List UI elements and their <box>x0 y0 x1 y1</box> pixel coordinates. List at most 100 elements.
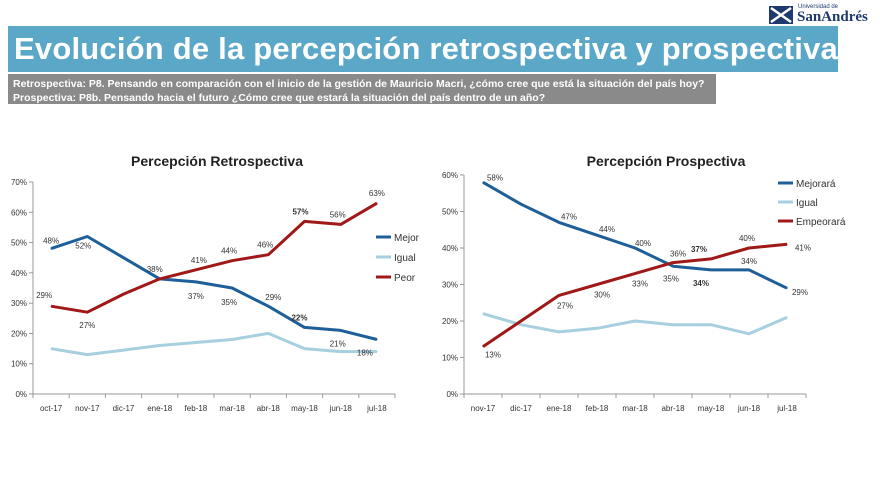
data-point <box>520 320 522 322</box>
data-label: 37% <box>188 292 204 301</box>
data-label: 29% <box>36 291 52 300</box>
legend-label-igual: Igual <box>796 198 818 209</box>
x-tick-label: may-18 <box>698 404 725 413</box>
data-label: 37% <box>691 245 707 254</box>
data-point <box>231 287 233 289</box>
data-point <box>786 316 788 318</box>
y-tick-label: 0% <box>446 390 458 399</box>
data-point <box>231 338 233 341</box>
legend-label-peor: Peor <box>394 273 416 284</box>
x-tick-label: feb-18 <box>586 404 609 413</box>
prospective-chart: Percepción Prospectiva 0% 10% 20% 30% 40% 50%… <box>442 153 846 413</box>
series-line-2 <box>50 201 378 314</box>
data-point <box>596 327 598 329</box>
series-line-1 <box>50 331 377 357</box>
legend-label-igual: Igual <box>394 253 416 264</box>
data-label: 33% <box>632 280 648 289</box>
y-tick-label: 10% <box>442 354 458 363</box>
data-point <box>340 351 342 353</box>
logo-name: SanAndrés <box>797 9 868 25</box>
data-point <box>195 269 197 271</box>
legend: Mejor Igual Peor <box>376 233 420 284</box>
data-point <box>710 258 712 260</box>
page-title: Evolución de la percepción retrospectiva… <box>14 31 838 66</box>
x-tick-label: jun-18 <box>737 404 761 413</box>
data-point <box>231 260 233 262</box>
series-line-0 <box>50 235 378 341</box>
data-point <box>558 221 560 224</box>
data-point <box>520 203 522 205</box>
y-tick-label: 40% <box>442 244 458 253</box>
x-tick-label: jun-18 <box>329 404 353 413</box>
y-tick-label: 60% <box>442 171 458 180</box>
x-tick-label: mar-18 <box>622 404 648 413</box>
data-point <box>786 287 788 289</box>
y-tick-label: 50% <box>442 208 458 217</box>
data-point <box>195 341 197 344</box>
data-label: 29% <box>792 288 808 297</box>
x-tick-label: feb-18 <box>185 404 208 413</box>
data-point <box>159 278 161 280</box>
data-point <box>634 320 636 322</box>
y-tick-label: 30% <box>11 299 27 308</box>
data-label: 41% <box>191 256 207 265</box>
data-point <box>86 354 88 356</box>
data-point <box>303 347 306 350</box>
data-label: 38% <box>147 265 163 274</box>
data-point <box>195 281 197 283</box>
chart-title: Percepción Retrospectiva <box>131 153 303 169</box>
data-label: 35% <box>663 274 679 283</box>
data-label: 27% <box>79 321 95 330</box>
data-point <box>672 324 674 326</box>
x-tick-label: ene-18 <box>547 404 572 413</box>
data-label: 48% <box>43 237 59 246</box>
data-label: 27% <box>557 301 573 310</box>
data-point <box>86 311 88 313</box>
university-logo: Universidad de SanAndrés <box>768 4 876 26</box>
x-tick-label: may-18 <box>291 404 318 413</box>
data-point <box>710 324 712 326</box>
data-point <box>596 234 598 236</box>
y-tick-label: 50% <box>11 239 27 248</box>
data-point <box>122 257 125 259</box>
data-label: 56% <box>330 210 346 219</box>
retrospective-chart: Percepción Retrospectiva 0% 10% 20% 30% 40% 5… <box>11 153 420 413</box>
x-tick-label: dic-17 <box>510 404 532 413</box>
legend-label-mejor: Mejor <box>394 233 420 244</box>
y-tick-label: 20% <box>442 317 458 326</box>
x-tick-label: nov-17 <box>471 404 496 413</box>
x-tick-label: jul-18 <box>366 404 387 413</box>
data-label: 29% <box>265 293 281 302</box>
data-point <box>303 220 306 222</box>
data-point <box>710 269 712 271</box>
chart-title: Percepción Prospectiva <box>587 153 746 169</box>
data-label: 47% <box>561 212 577 221</box>
data-point <box>482 313 484 315</box>
data-label: 44% <box>221 247 237 256</box>
data-label: 35% <box>221 298 237 307</box>
data-point <box>267 332 269 335</box>
y-tick-label: 30% <box>442 281 458 290</box>
y-tick-label: 70% <box>11 178 27 187</box>
data-point <box>482 181 484 183</box>
plot-layer: 0% 10% 20% 30% 40% 50% 60% 70% oct-17 nov-17 dic-1… <box>11 178 396 413</box>
x-tick-label: jul-18 <box>776 404 797 413</box>
legend-label-empeorara: Empeorará <box>796 217 846 228</box>
x-tick-label: abr-18 <box>257 404 281 413</box>
data-point <box>748 269 750 271</box>
question-retrospective: Retrospectiva: P8. Pensando en comparaci… <box>13 78 705 90</box>
data-label: 52% <box>75 242 91 251</box>
data-point <box>50 248 52 250</box>
data-point <box>482 345 484 348</box>
data-point <box>786 243 788 245</box>
data-label: 34% <box>741 257 757 266</box>
plot-layer: 0% 10% 20% 30% 40% 50% 60% nov-17 dic-17 ene-18 fe… <box>442 171 811 413</box>
data-point <box>634 247 636 249</box>
data-label: 13% <box>485 351 501 360</box>
data-point <box>340 223 342 225</box>
data-label: 40% <box>635 239 651 248</box>
data-label: 36% <box>670 250 686 259</box>
data-point <box>672 265 674 267</box>
legend-label-mejorara: Mejorará <box>796 179 836 190</box>
data-point <box>520 324 522 326</box>
